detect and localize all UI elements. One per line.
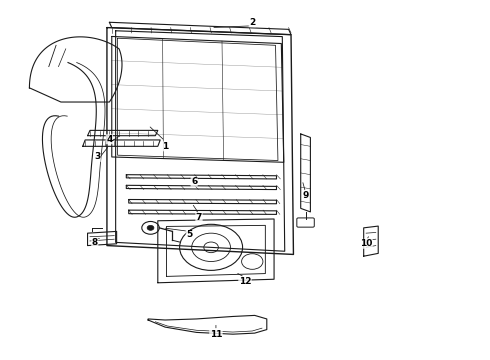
Text: 3: 3 bbox=[94, 153, 100, 162]
Polygon shape bbox=[148, 315, 267, 334]
Text: 2: 2 bbox=[249, 18, 255, 27]
Text: 10: 10 bbox=[360, 239, 372, 248]
Text: 12: 12 bbox=[239, 276, 251, 285]
Text: 8: 8 bbox=[92, 238, 98, 247]
Text: 7: 7 bbox=[196, 213, 202, 222]
Text: 1: 1 bbox=[162, 142, 168, 151]
Circle shape bbox=[147, 225, 154, 230]
Text: 5: 5 bbox=[186, 230, 193, 239]
Text: 6: 6 bbox=[191, 177, 197, 186]
Text: 11: 11 bbox=[210, 330, 222, 339]
Text: 4: 4 bbox=[106, 135, 113, 144]
FancyBboxPatch shape bbox=[297, 218, 314, 227]
Text: 9: 9 bbox=[302, 192, 309, 201]
